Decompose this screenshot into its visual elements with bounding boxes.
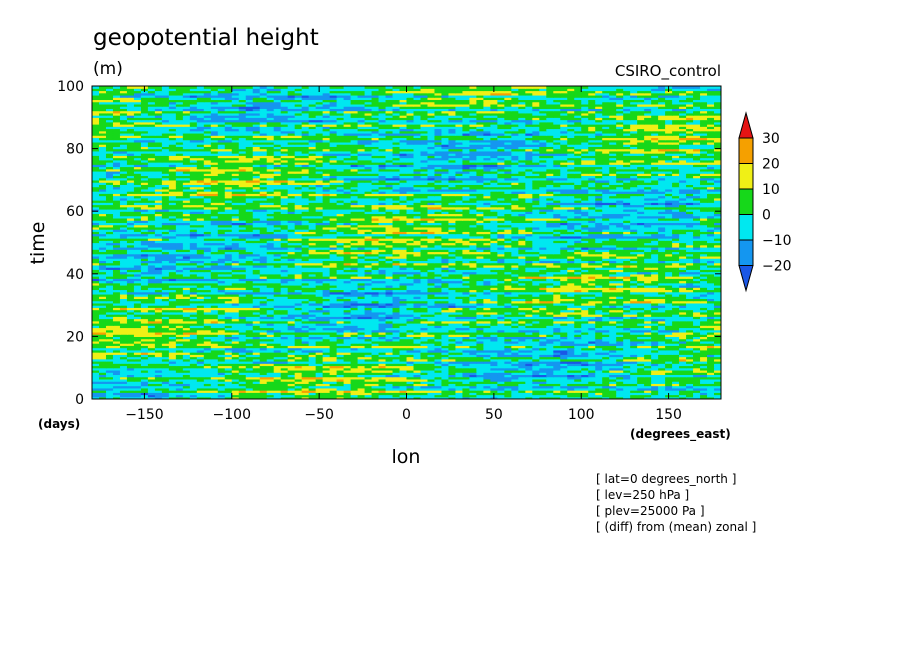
y-units-label: (days) bbox=[38, 417, 80, 431]
y-axis-label: time bbox=[27, 222, 49, 265]
y-tick-label: 80 bbox=[66, 142, 84, 158]
colorbar-label: −10 bbox=[762, 233, 792, 249]
x-tick-label: 50 bbox=[485, 407, 503, 423]
y-axis: 0 20 40 60 80 100 bbox=[57, 79, 721, 408]
run-label: CSIRO_control bbox=[615, 62, 721, 81]
colorbar-extend-min bbox=[738, 265, 754, 293]
colorbar-extend-max bbox=[738, 111, 754, 139]
colorbar-swatch bbox=[738, 163, 754, 190]
y-tick-label: 60 bbox=[66, 204, 84, 220]
x-tick-label: 100 bbox=[568, 407, 595, 423]
colorbar-label: 0 bbox=[762, 208, 771, 224]
colorbar-label: 20 bbox=[762, 157, 780, 173]
chart-units: (m) bbox=[93, 59, 123, 79]
heatmap-field bbox=[92, 86, 721, 399]
colorbar-label: −20 bbox=[762, 259, 792, 275]
x-tick-label: 0 bbox=[402, 407, 411, 423]
x-tick-label: −150 bbox=[125, 407, 163, 423]
x-units-label: (degrees_east) bbox=[630, 427, 731, 442]
x-tick-label: 150 bbox=[655, 407, 682, 423]
annotation-note: [ lev=250 hPa ] bbox=[596, 488, 689, 502]
colorbar-label: 10 bbox=[762, 182, 780, 198]
y-tick-label: 0 bbox=[75, 392, 84, 408]
annotation-note: [ plev=25000 Pa ] bbox=[596, 504, 705, 518]
colorbar-label: 30 bbox=[762, 131, 780, 147]
y-tick-label: 20 bbox=[66, 329, 84, 345]
y-tick-label: 40 bbox=[66, 267, 84, 283]
colorbar-swatch bbox=[738, 239, 754, 266]
colorbar-swatch bbox=[738, 214, 754, 241]
colorbar-swatch bbox=[738, 188, 754, 215]
x-tick-label: −50 bbox=[304, 407, 334, 423]
x-axis: −150 −100 −50 0 50 100 150 bbox=[125, 86, 682, 423]
y-tick-label: 100 bbox=[57, 79, 84, 95]
annotation-note: [ lat=0 degrees_north ] bbox=[596, 472, 736, 486]
x-tick-label: −100 bbox=[213, 407, 251, 423]
x-axis-label: lon bbox=[392, 446, 421, 468]
annotation-note: [ (diff) from (mean) zonal ] bbox=[596, 520, 756, 534]
annotation-notes: [ lat=0 degrees_north ] [ lev=250 hPa ] [ … bbox=[596, 472, 756, 534]
colorbar: 30 20 10 0 −10 −20 bbox=[738, 111, 792, 293]
colorbar-swatch bbox=[738, 137, 754, 164]
chart-title: geopotential height bbox=[93, 25, 319, 51]
